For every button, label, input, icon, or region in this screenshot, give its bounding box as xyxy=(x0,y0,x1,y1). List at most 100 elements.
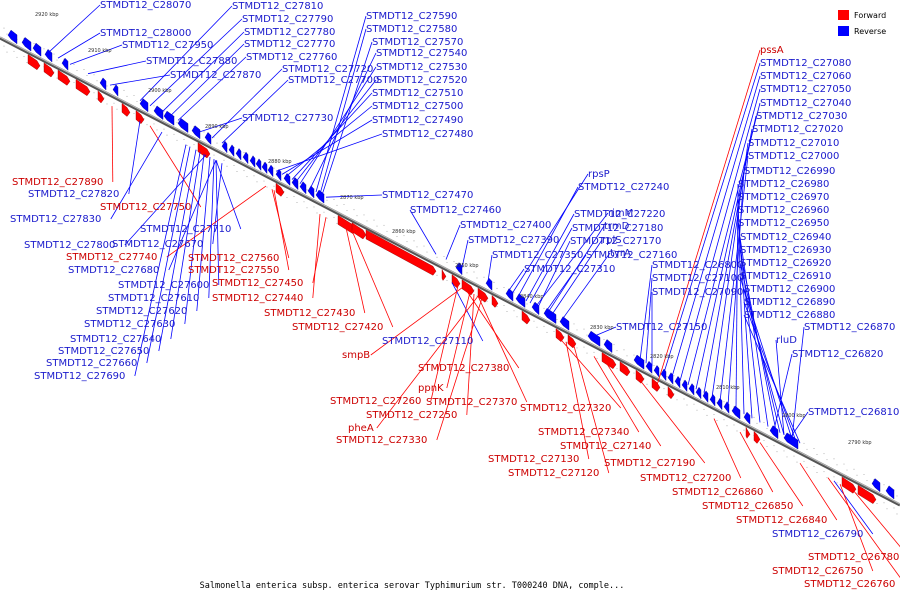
gene-label[interactable]: STMDT12_C27320 xyxy=(520,403,611,414)
forward-gene-arrow[interactable] xyxy=(451,274,461,289)
gene-layer[interactable] xyxy=(7,29,895,504)
reverse-gene-arrow[interactable] xyxy=(44,49,53,63)
reverse-gene-arrow[interactable] xyxy=(299,181,307,195)
gene-label[interactable]: STMDT12_C27720 xyxy=(282,64,373,75)
reverse-gene-arrow[interactable] xyxy=(660,368,667,382)
gene-label[interactable]: trmD xyxy=(604,221,630,232)
gene-label[interactable]: STMDT12_C27560 xyxy=(188,253,279,264)
gene-label[interactable]: STMDT12_C26970 xyxy=(738,192,829,203)
gene-label[interactable]: STMDT12_C27730 xyxy=(242,113,333,124)
gene-label[interactable]: pssA xyxy=(760,45,784,56)
gene-label[interactable]: STMDT12_C27090 xyxy=(652,287,743,298)
reverse-gene-arrow[interactable] xyxy=(716,397,723,411)
gene-label[interactable]: STMDT12_C28000 xyxy=(100,28,191,39)
gene-label[interactable]: STMDT12_C27480 xyxy=(382,129,473,140)
gene-label[interactable]: STMDT12_C27160 xyxy=(586,250,677,261)
gene-label[interactable]: STMDT12_C27550 xyxy=(188,265,279,276)
forward-gene-arrow[interactable] xyxy=(75,79,91,96)
forward-gene-arrow[interactable] xyxy=(351,222,367,240)
gene-label[interactable]: STMDT12_C27180 xyxy=(572,223,663,234)
reverse-gene-arrow[interactable] xyxy=(242,151,249,165)
gene-label[interactable]: STMDT12_C27700 xyxy=(288,75,379,86)
reverse-gene-arrow[interactable] xyxy=(221,140,228,154)
gene-label[interactable]: STMDT12_C27600 xyxy=(118,280,209,291)
reverse-gene-arrow[interactable] xyxy=(99,77,107,91)
reverse-gene-arrow[interactable] xyxy=(559,316,570,331)
gene-label[interactable]: STMDT12_C26990 xyxy=(744,166,835,177)
gene-label[interactable]: STMDT12_C27490 xyxy=(372,115,463,126)
gene-label[interactable]: STMDT12_C27770 xyxy=(244,39,335,50)
gene-label[interactable]: STMDT12_C27870 xyxy=(170,70,261,81)
reverse-gene-arrow[interactable] xyxy=(204,132,212,146)
gene-label[interactable]: STMDT12_C27430 xyxy=(264,308,355,319)
gene-label[interactable]: STMDT12_C27080 xyxy=(760,58,851,69)
gene-label[interactable]: STMDT12_C27020 xyxy=(752,124,843,135)
gene-label[interactable]: smpB xyxy=(342,350,370,361)
forward-gene-arrow[interactable] xyxy=(753,430,761,444)
forward-gene-arrow[interactable] xyxy=(745,427,751,439)
gene-label[interactable]: STMDT12_C27820 xyxy=(28,189,119,200)
gene-label[interactable]: STMDT12_C27570 xyxy=(372,37,463,48)
gene-label[interactable]: STMDT12_C27030 xyxy=(756,111,847,122)
reverse-gene-arrow[interactable] xyxy=(267,164,274,178)
gene-label[interactable]: STMDT12_C28070 xyxy=(100,0,191,11)
forward-gene-arrow[interactable] xyxy=(27,54,41,71)
reverse-gene-arrow[interactable] xyxy=(603,339,613,354)
gene-label[interactable]: STMDT12_C27800 xyxy=(24,240,115,251)
gene-label[interactable]: STMDT12_C26820 xyxy=(792,349,883,360)
gene-label[interactable]: STMDT12_C26950 xyxy=(738,218,829,229)
gene-label[interactable]: STMDT12_C27220 xyxy=(574,209,665,220)
reverse-gene-arrow[interactable] xyxy=(731,405,741,420)
gene-label[interactable]: STMDT12_C27500 xyxy=(372,101,463,112)
reverse-gene-arrow[interactable] xyxy=(667,372,674,385)
forward-gene-arrow[interactable] xyxy=(197,142,211,159)
gene-label[interactable]: STMDT12_C27610 xyxy=(108,293,199,304)
gene-label[interactable]: STMDT12_C26980 xyxy=(738,179,829,190)
gene-label[interactable]: STMDT12_C27670 xyxy=(112,239,203,250)
reverse-gene-arrow[interactable] xyxy=(249,155,256,168)
gene-label[interactable]: STMDT12_C26760 xyxy=(804,579,895,590)
gene-label[interactable]: STMDT12_C27440 xyxy=(212,293,303,304)
reverse-gene-arrow[interactable] xyxy=(485,277,493,291)
gene-label[interactable]: STMDT12_C26910 xyxy=(740,271,831,282)
gene-label[interactable]: STMDT12_C26930 xyxy=(740,245,831,256)
reverse-gene-arrow[interactable] xyxy=(307,185,315,199)
gene-label[interactable]: STMDT12_C26810 xyxy=(808,407,899,418)
gene-label[interactable]: STMDT12_C27590 xyxy=(366,11,457,22)
reverse-gene-arrow[interactable] xyxy=(505,288,514,302)
reverse-gene-arrow[interactable] xyxy=(645,360,653,374)
reverse-gene-arrow[interactable] xyxy=(515,293,526,308)
gene-label[interactable]: STMDT12_C27380 xyxy=(418,363,509,374)
gene-label[interactable]: tyrA xyxy=(610,248,631,259)
gene-label[interactable]: STMDT12_C26940 xyxy=(740,232,831,243)
forward-gene-arrow[interactable] xyxy=(365,229,437,276)
gene-label[interactable]: STMDT12_C27260 xyxy=(330,396,421,407)
reverse-gene-arrow[interactable] xyxy=(681,379,688,393)
forward-gene-arrow[interactable] xyxy=(491,294,499,308)
gene-label[interactable]: STMDT12_C26860 xyxy=(672,487,763,498)
gene-label[interactable]: STMDT12_C27880 xyxy=(146,56,237,67)
gene-label[interactable]: STMDT12_C27130 xyxy=(488,454,579,465)
forward-gene-arrow[interactable] xyxy=(635,369,645,384)
reverse-gene-arrow[interactable] xyxy=(255,158,262,172)
gene-label[interactable]: STMDT12_C27350 xyxy=(492,250,583,261)
forward-gene-arrow[interactable] xyxy=(601,352,617,369)
reverse-gene-arrow[interactable] xyxy=(191,125,201,140)
gene-label[interactable]: STMDT12_C27060 xyxy=(760,71,851,82)
gene-label[interactable]: STMDT12_C27170 xyxy=(570,236,661,247)
gene-label[interactable]: STMDT12_C27250 xyxy=(366,410,457,421)
forward-gene-arrow[interactable] xyxy=(43,62,55,78)
reverse-gene-arrow[interactable] xyxy=(261,161,268,175)
forward-gene-arrow[interactable] xyxy=(121,102,131,117)
reverse-gene-arrow[interactable] xyxy=(283,173,291,187)
forward-gene-arrow[interactable] xyxy=(275,182,285,197)
gene-label[interactable]: STMDT12_C27040 xyxy=(760,98,851,109)
forward-gene-arrow[interactable] xyxy=(667,386,675,400)
gene-label[interactable]: STMDT12_C27200 xyxy=(640,473,731,484)
gene-label[interactable]: STMDT12_C26920 xyxy=(740,258,831,269)
gene-label[interactable]: rluD xyxy=(776,335,797,346)
reverse-gene-arrow[interactable] xyxy=(653,365,660,378)
gene-label[interactable]: STMDT12_C27370 xyxy=(426,397,517,408)
reverse-gene-arrow[interactable] xyxy=(153,105,164,121)
reverse-gene-arrow[interactable] xyxy=(21,37,32,52)
